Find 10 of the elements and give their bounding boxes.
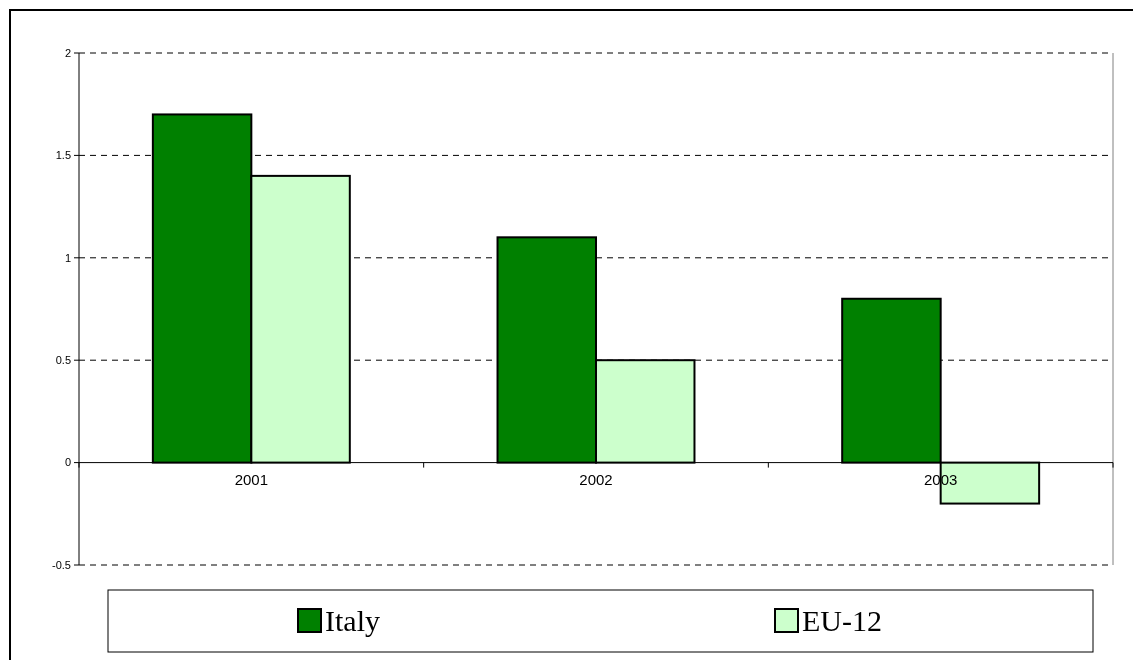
- y-tick-label: 2: [64, 46, 71, 59]
- x-tick-label: 2002: [579, 470, 613, 488]
- y-tick-label: 0.5: [55, 354, 71, 367]
- legend-label: EU-12: [802, 604, 882, 637]
- y-tick-label: 1.5: [55, 149, 71, 162]
- y-tick-label: 1: [64, 251, 71, 264]
- y-tick-label: 0: [64, 456, 71, 469]
- y-tick-label: -0.5: [52, 558, 71, 571]
- legend-label: Italy: [325, 604, 380, 637]
- x-tick-label: 2001: [234, 470, 269, 488]
